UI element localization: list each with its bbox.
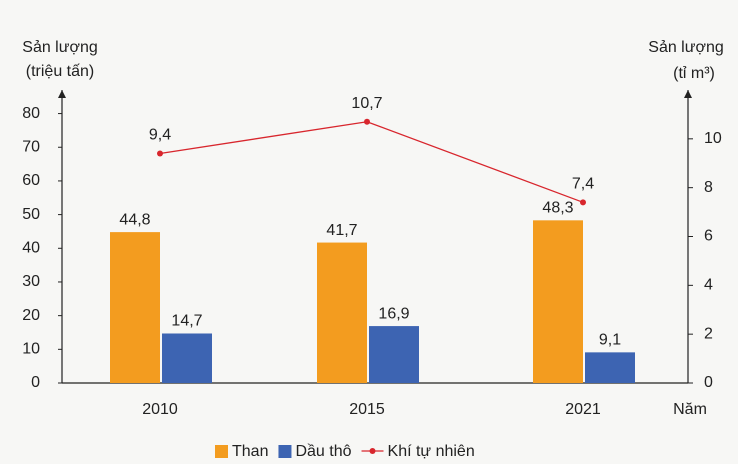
- y-tick-label: 40: [22, 240, 40, 257]
- y-tick-label: 60: [22, 172, 40, 189]
- line-value-label: 9,4: [149, 127, 171, 144]
- y-tick-label: 0: [31, 374, 40, 391]
- y2-tick-label: 8: [704, 179, 713, 196]
- y-axis-arrow: [58, 90, 66, 98]
- legend-label: Than: [232, 443, 268, 460]
- bar-value-label: 14,7: [171, 313, 202, 330]
- bar: [110, 232, 160, 383]
- x-axis-title: Năm: [673, 401, 707, 418]
- y-tick-label: 50: [22, 206, 40, 223]
- legend-marker: [369, 448, 376, 454]
- bar: [317, 242, 367, 383]
- legend-label: Dầu thô: [295, 443, 351, 460]
- legend-swatch: [278, 445, 292, 458]
- y2-tick-label: 0: [704, 374, 713, 391]
- y-tick-label: 80: [22, 105, 40, 122]
- bar-value-label: 41,7: [326, 222, 357, 239]
- y2-tick-label: 4: [704, 277, 713, 294]
- bar: [533, 220, 583, 383]
- bar-value-label: 16,9: [378, 305, 409, 322]
- legend-swatch: [215, 445, 228, 458]
- bar-value-label: 44,8: [119, 211, 150, 228]
- line-point: [364, 118, 370, 125]
- legend-label: Khí tự nhiên: [388, 443, 475, 460]
- y2-axis-arrow: [684, 90, 692, 98]
- x-tick-label: 2015: [349, 401, 385, 418]
- y2-tick-label: 2: [704, 325, 713, 342]
- y2-axis-title: (tỉ m³): [673, 65, 715, 82]
- x-tick-label: 2010: [142, 401, 178, 418]
- bar: [369, 326, 419, 383]
- y-tick-label: 10: [22, 341, 40, 358]
- line-value-label: 7,4: [572, 176, 594, 193]
- line-value-label: 10,7: [351, 95, 382, 112]
- x-tick-label: 2021: [565, 401, 601, 418]
- y-tick-label: 20: [22, 307, 40, 324]
- bar-value-label: 9,1: [599, 332, 621, 349]
- bar: [162, 333, 212, 383]
- y-axis-title: (triệu tấn): [26, 63, 94, 80]
- bar: [585, 352, 635, 383]
- bar-value-label: 48,3: [542, 200, 573, 217]
- line-point: [580, 199, 586, 206]
- y-tick-label: 70: [22, 138, 40, 155]
- y-tick-label: 30: [22, 273, 40, 290]
- y2-axis-title: Sản lượng: [648, 39, 723, 56]
- y2-tick-label: 10: [704, 130, 722, 147]
- y2-tick-label: 6: [704, 228, 713, 245]
- y-axis-title: Sản lượng: [22, 39, 97, 56]
- line-point: [157, 150, 163, 157]
